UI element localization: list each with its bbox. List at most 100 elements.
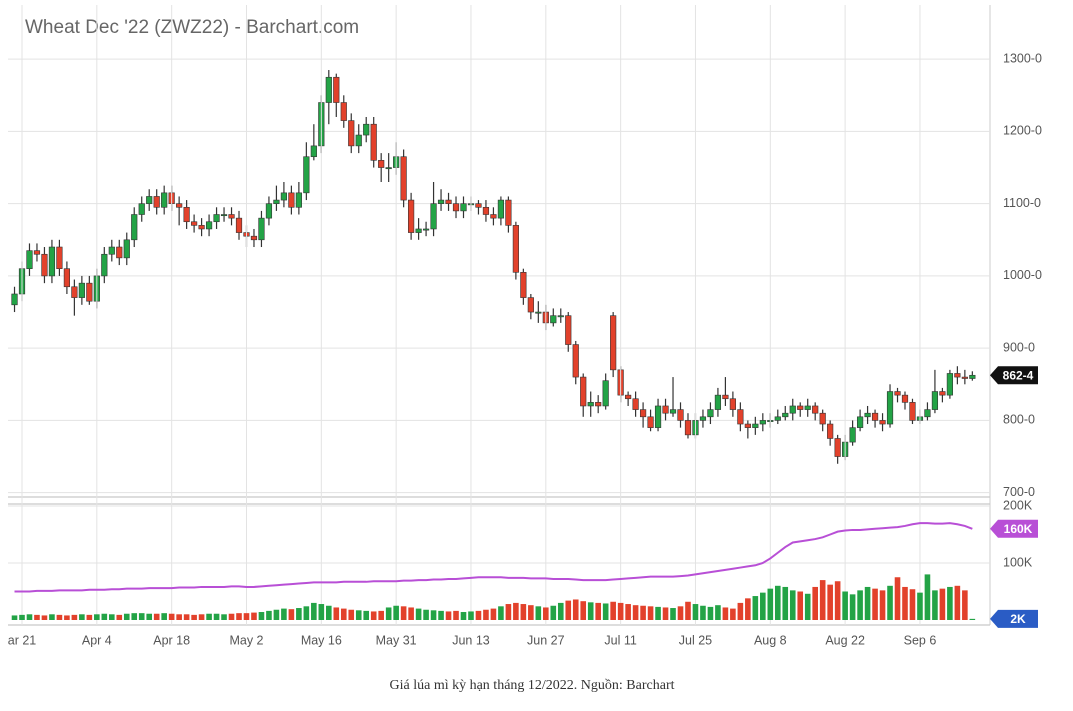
volume-bar [797,591,804,620]
candle-body [280,192,288,201]
candle-body [565,315,572,345]
volume-bar [483,609,489,620]
candle-body [580,376,587,407]
candle-body [422,228,430,231]
last-value-label: 2K [1010,612,1026,626]
candle-body [527,297,534,313]
volume-bar [760,592,766,620]
candle-body [744,423,751,428]
volume-bar [640,605,646,620]
candle-body [430,203,437,230]
candle-body [684,420,692,436]
candle-body [901,394,909,403]
volume-bar [363,610,370,620]
volume-bar [685,601,691,620]
volume-bar [438,610,444,620]
candle-body [86,282,93,302]
volume-bar [423,609,429,620]
volume-bar [902,586,908,620]
candle-body [752,423,759,428]
candle-body [415,228,422,233]
candle-body [954,373,961,378]
volume-bar [94,614,100,620]
volume-bar [176,614,182,620]
volume-bar [273,609,280,620]
candle-body [228,214,235,219]
candle-body [295,192,302,208]
volume-bar [490,608,497,620]
volume-bar [86,614,93,620]
candle-body [482,206,490,215]
volume-bar [303,606,310,620]
candle-body [161,192,168,208]
volume-bar [326,605,332,620]
volume-bar [206,613,212,620]
candle-body [819,412,826,425]
x-tick-label: May 31 [376,633,417,647]
volume-bar [400,606,407,620]
volume-bar [333,607,340,620]
volume-bar [692,604,699,620]
candle-body [370,123,377,161]
candle-body [265,203,273,219]
volume-bar [565,600,572,620]
volume-bar [625,604,631,620]
candle-body [48,246,56,277]
y-tick-label: 200K [1003,498,1033,512]
candle-body [520,272,527,298]
x-tick-label: May 16 [301,633,342,647]
volume-bar [610,601,616,620]
candle-body [737,409,744,425]
candle-body [33,250,41,255]
volume-bar [64,615,70,620]
candle-body [235,217,243,233]
volume-bar [281,608,287,620]
last-value-badge [990,366,1038,385]
candle-body [856,416,864,428]
candle-body [437,199,445,204]
volume-bar [767,588,774,620]
y-tick-label: 900-0 [1003,340,1035,354]
volume-bar [962,590,968,620]
candle-body [714,394,722,410]
candle-body [138,203,145,215]
candle-body [729,398,736,410]
candle-body [445,199,452,204]
volume-bar [393,605,399,620]
volume-bar [168,613,175,620]
candle-body [512,225,519,273]
volume-bar [894,577,901,620]
volume-bar [378,610,384,620]
volume-bar [153,613,160,620]
volume-bar [191,614,197,620]
volume-bar [819,580,826,620]
y-tick-label: 1000-0 [1003,268,1042,282]
candle-body [647,416,654,428]
candle-body [176,203,183,208]
volume-bar [213,613,220,620]
candle-body [490,214,497,219]
volume-bar [221,614,227,620]
volume-bar [11,615,18,620]
candle-body [894,391,901,396]
candle-body [572,344,579,378]
last-value-label: 160K [1004,522,1033,536]
volume-bar [707,606,714,620]
y-tick-label: 700-0 [1003,485,1035,499]
candle-body [871,412,879,421]
candle-body [475,203,482,208]
volume-bar [26,614,33,620]
volume-bar [715,605,721,620]
candle-body [116,246,123,259]
volume-bar [138,613,145,620]
chart-title: Wheat Dec '22 (ZWZ22) - Barchart.com [25,17,359,38]
volume-bar [737,602,744,620]
candle-body [355,134,362,147]
volume-bar [123,613,130,620]
candle-body [78,282,85,298]
x-tick-label: Apr 18 [153,633,190,647]
candle-body [497,199,505,219]
volume-bar [872,588,878,620]
volume-bar [198,614,205,620]
